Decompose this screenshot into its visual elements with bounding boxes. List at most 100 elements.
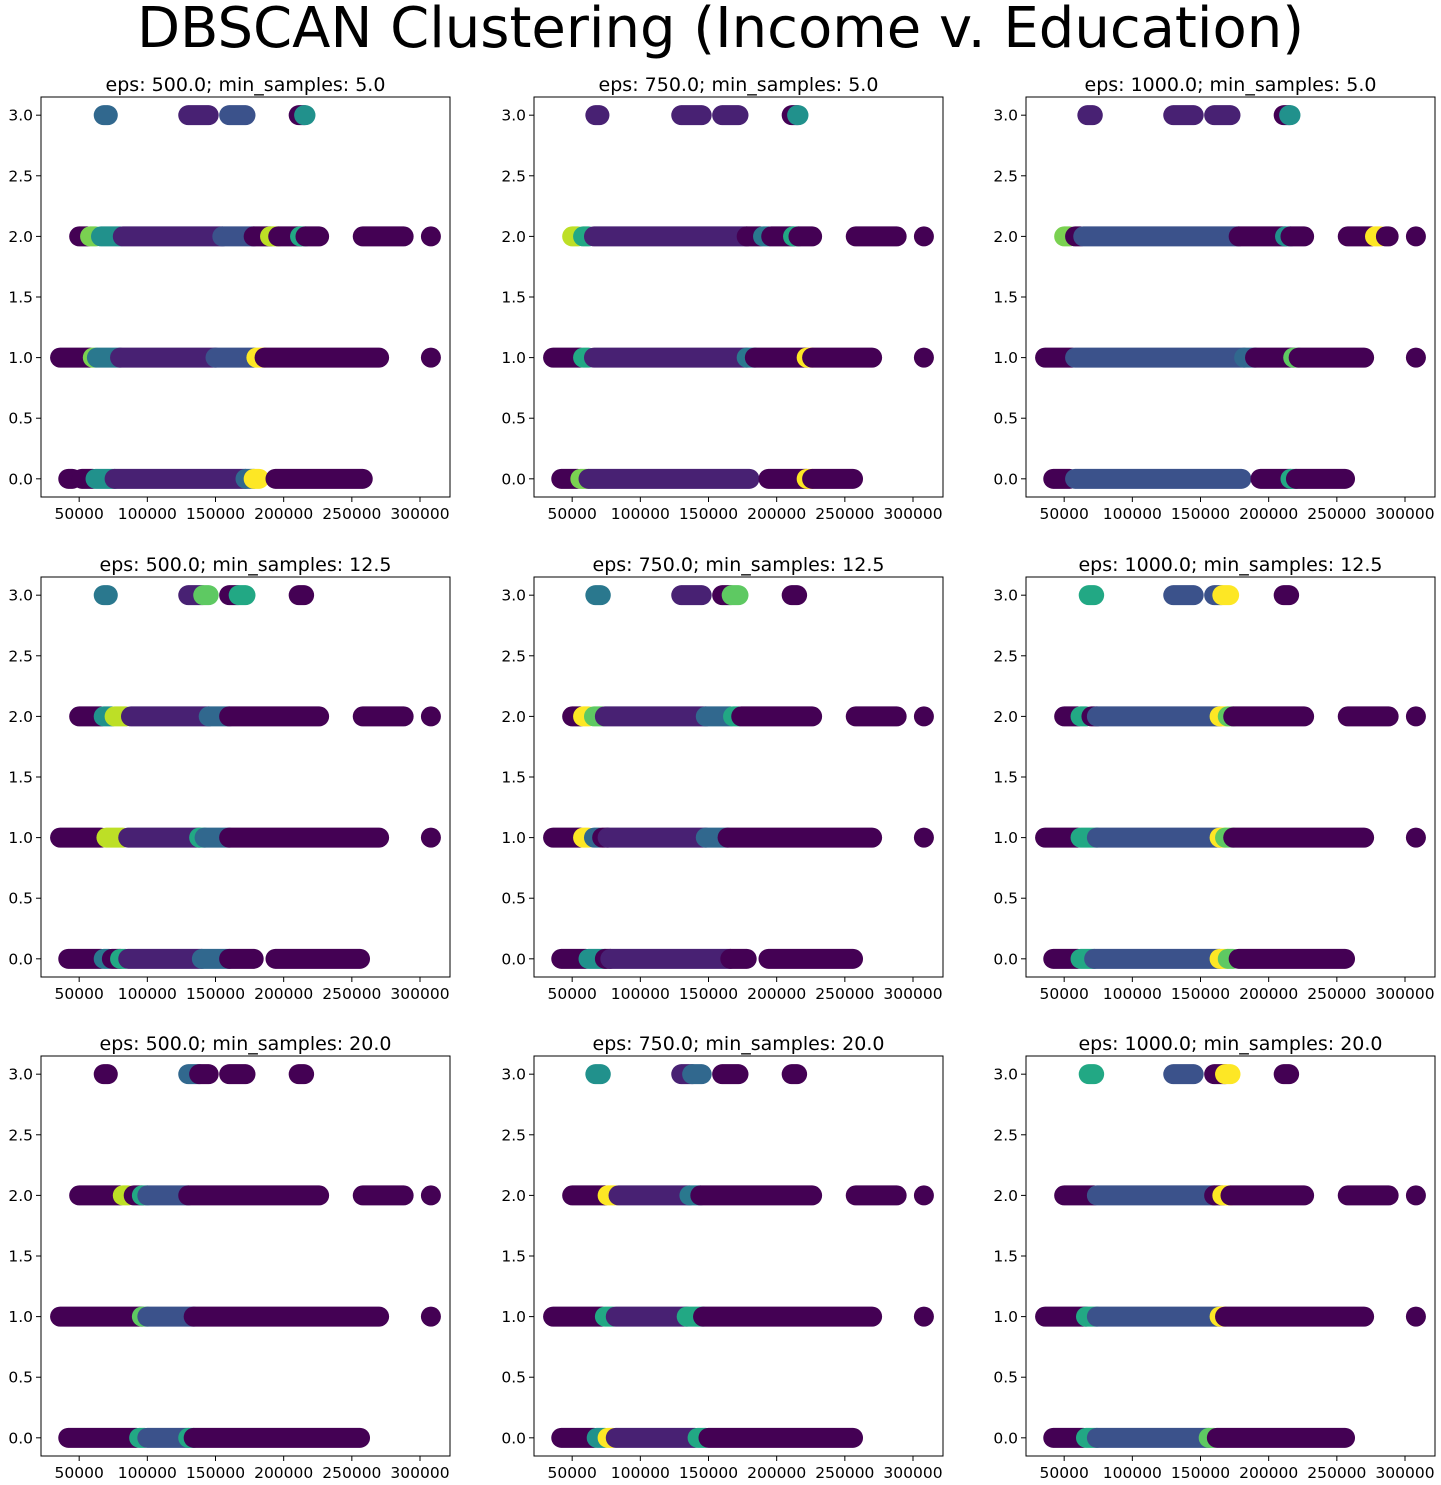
data-point [1405,827,1426,848]
x-tick-label: 200000 [747,985,806,1003]
data-point-run [695,827,738,848]
data-point-run [562,1185,615,1206]
y-tick-label: 2.0 [993,228,1018,246]
data-point-run [112,1185,139,1206]
y-tick-label: 1.5 [8,289,33,307]
data-point-run [205,347,264,368]
data-point-run [717,827,883,848]
data-point-run [178,1185,330,1206]
data-point-run [736,347,765,368]
data-point-run [758,948,864,969]
x-tick-label: 300000 [390,1464,449,1482]
axes-frame [40,1055,451,1457]
data-point-run [265,468,373,489]
data-point-run [178,105,219,126]
data-point-run [1228,948,1356,969]
subplot-title: eps: 1000.0; min_samples: 12.5 [1078,554,1382,576]
data-point-run [178,1427,204,1448]
data-point-run [693,1306,883,1327]
x-tick-label: 50000 [55,985,104,1003]
data-point-run [1209,706,1238,727]
data-point-run [104,468,256,489]
x-tick-label: 50000 [55,1464,104,1482]
data-point-run [295,226,330,247]
data-point [1405,706,1426,727]
data-point-run [228,585,256,606]
y-tick-label: 0.0 [501,470,526,488]
y-tick-label: 3.0 [993,107,1018,125]
data-point-run [583,226,757,247]
y-tick-label: 3.0 [501,587,526,605]
data-point-run [796,347,823,368]
data-point-run [600,948,741,969]
data-point-run [246,347,275,368]
data-point-run [1035,347,1083,368]
x-tick-label: 150000 [1171,1464,1230,1482]
data-point-run [698,1427,864,1448]
data-point-run [781,105,808,126]
data-point-run [802,347,883,368]
data-point-run [137,1306,204,1327]
data-point-run [712,585,741,606]
y-tick-label: 0.0 [501,1429,526,1447]
data-point [420,1306,441,1327]
x-tick-label: 150000 [679,1464,738,1482]
data-point [913,827,934,848]
data-point [913,706,934,727]
data-point-run [1035,827,1088,848]
scatter-marks [50,105,441,489]
data-point-run [585,585,611,606]
y-tick-label: 1.0 [993,1308,1018,1326]
data-point-run [551,1427,604,1448]
data-point-run [723,706,749,727]
data-point-run [676,1306,714,1327]
data-point-run [58,1427,147,1448]
data-point-run [219,1064,256,1085]
y-tick-label: 3.0 [8,1066,33,1084]
data-point-run [50,347,101,368]
y-tick-label: 3.0 [8,107,33,125]
x-tick-label: 150000 [1171,985,1230,1003]
axes-frame [40,576,451,978]
data-point-run [1086,706,1230,727]
y-tick-label: 3.0 [8,587,33,605]
data-point-run [543,827,591,848]
x-tick-label: 250000 [815,1464,874,1482]
x-tick-label: 250000 [815,505,874,523]
y-tick-label: 1.0 [8,829,33,847]
data-point-run [212,226,264,247]
y-tick-label: 1.0 [8,1308,33,1326]
data-point-run [586,1427,615,1448]
x-tick-label: 300000 [1375,505,1434,523]
data-point-run [1086,1185,1225,1206]
x-tick-label: 50000 [55,505,104,523]
data-point-run [1217,948,1244,969]
data-point-run [123,1185,152,1206]
data-point-run [1163,585,1204,606]
data-point-run [1204,1064,1236,1085]
data-point-run [183,1427,371,1448]
data-point-run [1075,1427,1107,1448]
x-tick-label: 50000 [1040,505,1089,523]
y-tick-label: 0.5 [501,1369,526,1387]
data-point-run [1070,827,1107,848]
data-point-run [93,585,118,606]
data-point-run [131,1306,158,1327]
axes-frame [533,96,944,498]
x-tick-label: 50000 [548,1464,597,1482]
x-tick-label: 100000 [611,1464,670,1482]
y-tick-label: 1.5 [8,1248,33,1266]
data-point-run [736,226,771,247]
data-point-run [112,226,233,247]
data-point-run [101,948,131,969]
x-tick-label: 50000 [548,985,597,1003]
data-point-run [594,1306,624,1327]
data-point-run [1054,226,1080,247]
data-point [913,1306,934,1327]
data-point-run [781,585,808,606]
x-tick-label: 150000 [186,985,245,1003]
data-point-run [585,105,610,126]
data-point-run [1043,1427,1094,1448]
y-tick-label: 0.5 [993,1369,1018,1387]
